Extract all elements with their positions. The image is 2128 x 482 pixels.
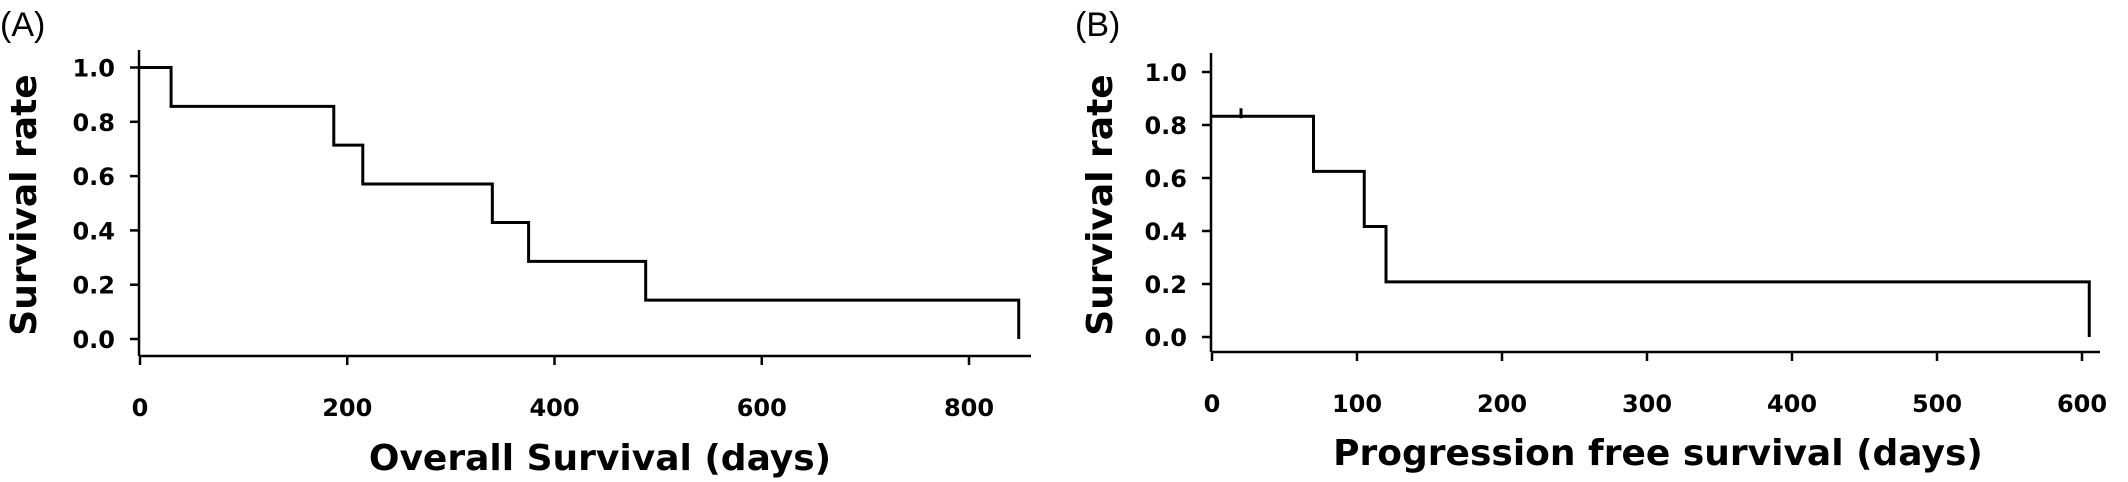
x-tick-label: 200 [322, 394, 372, 422]
y-tick-label: 0.4 [72, 217, 115, 245]
panel-a-label: (A) [0, 6, 45, 44]
x-tick-label: 600 [2057, 390, 2107, 418]
panel-b-label: (B) [1075, 6, 1120, 44]
panel-b-ticks: 0 100 200 300 400 500 600 0.0 0.2 0.4 0.6 0.8 1.0 [1144, 59, 2107, 418]
y-tick-label: 1.0 [72, 55, 115, 83]
x-tick-label: 0 [1204, 390, 1221, 418]
panel-a-y-axis-title: Survival rate [4, 74, 45, 335]
panel-a-series [140, 66, 1021, 339]
panel-a-ticks: 0 200 400 600 800 0.0 0.2 0.4 0.6 0.8 1.0 [72, 55, 994, 423]
x-tick-label: 500 [1912, 390, 1962, 418]
y-tick-label: 0.0 [72, 326, 115, 354]
y-tick-label: 0.4 [1144, 218, 1187, 246]
x-tick-label: 400 [1767, 390, 1817, 418]
y-tick-label: 0.8 [72, 109, 115, 137]
panel-b: (B) 0 100 200 300 400 500 600 0.0 0.2 0.4 0.6 0.8 1.… [1075, 6, 2107, 474]
x-tick-label: 300 [1622, 390, 1672, 418]
survival-step-curve [140, 66, 1021, 339]
panel-b-y-axis-title: Survival rate [1080, 74, 1121, 335]
y-tick-label: 0.2 [72, 272, 115, 300]
y-tick-label: 0.2 [1144, 271, 1187, 299]
x-tick-label: 800 [944, 394, 994, 422]
x-tick-label: 100 [1332, 390, 1382, 418]
y-tick-label: 0.0 [1144, 324, 1187, 352]
x-tick-label: 0 [132, 394, 149, 422]
y-tick-label: 0.6 [1144, 165, 1187, 193]
y-tick-label: 0.8 [1144, 112, 1187, 140]
y-tick-label: 0.6 [72, 163, 115, 191]
survival-step-curve [1212, 114, 2091, 337]
x-tick-label: 200 [1477, 390, 1527, 418]
x-tick-label: 600 [737, 394, 787, 422]
panel-b-series [1212, 108, 2091, 337]
y-tick-label: 1.0 [1144, 59, 1187, 87]
panel-a: (A) 0 200 400 600 800 0.0 0.2 0.4 0.6 0.8 1.0 Over… [0, 6, 1031, 479]
panel-a-x-axis-title: Overall Survival (days) [369, 438, 831, 479]
x-tick-label: 400 [529, 394, 579, 422]
panel-b-x-axis-title: Progression free survival (days) [1333, 433, 1983, 474]
